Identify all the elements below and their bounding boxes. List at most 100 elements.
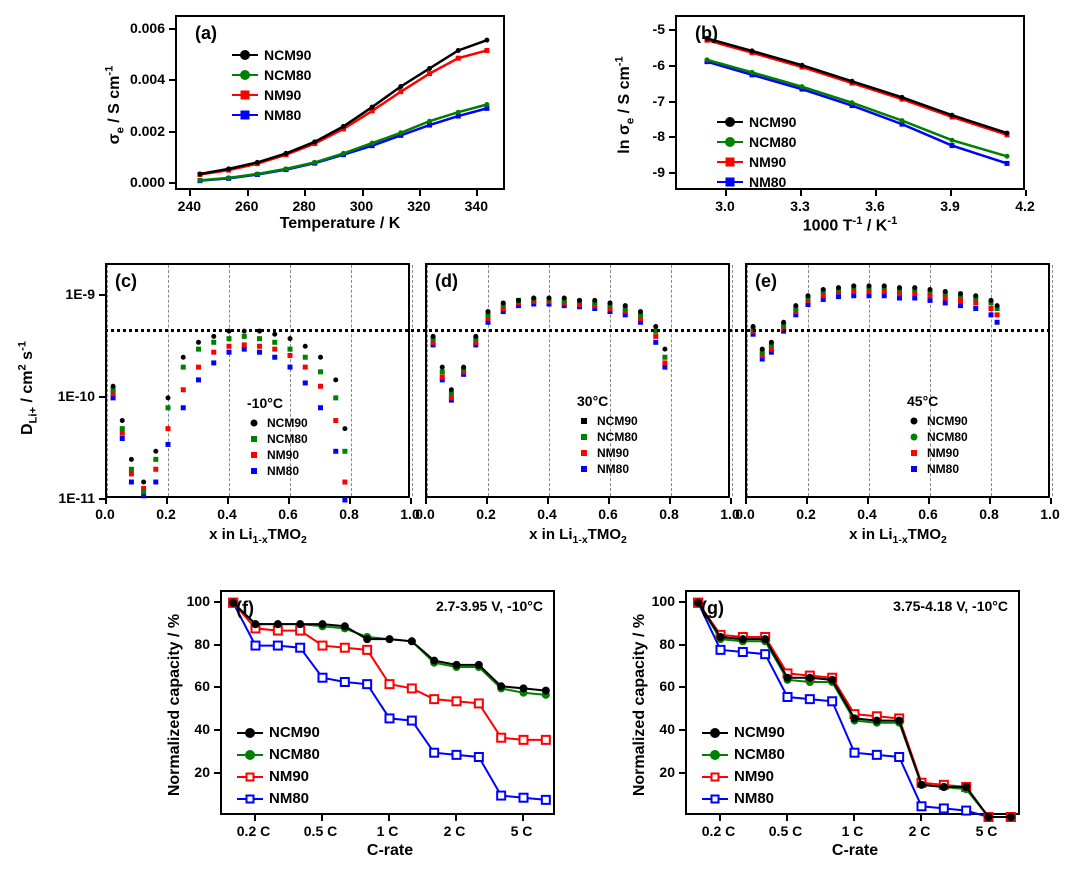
- panel-b-plot: (b) NCM90 NCM80 NM90 NM80: [675, 15, 1025, 190]
- panel-g-xlabel: C-rate: [832, 842, 878, 860]
- legend-label: NM90: [734, 766, 774, 788]
- panel-f-legend: NCM90 NCM80 NM90 NM80: [237, 722, 320, 810]
- panel-a: (a) NCM90 NCM80 NM90 NM80 σe / S cm-1 Te…: [30, 5, 540, 240]
- panel-c-label: (c): [115, 271, 137, 292]
- legend-label: NCM80: [267, 431, 308, 447]
- panel-e-legend: NCM90 NCM80 NM90 NM80: [907, 413, 968, 477]
- panel-g-title: 3.75-4.18 V, -10°C: [893, 598, 1008, 614]
- legend-item-ncm80: NCM80: [907, 429, 968, 445]
- panel-b: (b) NCM90 NCM80 NM90 NM80 ln σe / S cm-1…: [555, 5, 1065, 240]
- legend-label: NCM80: [264, 65, 311, 85]
- legend-label: NCM90: [749, 112, 796, 132]
- panel-d-xlabel: x in Li1-xTMO2: [529, 526, 627, 546]
- legend-label: NM80: [269, 788, 309, 810]
- legend-label: NCM90: [927, 413, 968, 429]
- panel-g-label: (g): [701, 598, 724, 619]
- panel-g: (g) 3.75-4.18 V, -10°C NCM90 NCM80 NM90 …: [570, 580, 1040, 880]
- panel-g-legend: NCM90 NCM80 NM90 NM80: [702, 722, 785, 810]
- panel-d-temp: 30°C: [577, 393, 608, 409]
- panel-e-temp: 45°C: [907, 393, 938, 409]
- legend-item-ncm80: NCM80: [237, 744, 320, 766]
- legend-item-ncm80: NCM80: [247, 431, 308, 447]
- legend-item-nm90: NM90: [247, 447, 308, 463]
- legend-item-nm90: NM90: [717, 152, 796, 172]
- panel-c-plot: (c) -10°C NCM90 NCM80 NM90 NM80: [105, 263, 410, 498]
- panel-a-svg: [177, 17, 507, 192]
- legend-label: NM80: [734, 788, 774, 810]
- panel-e-svg: [747, 265, 1052, 500]
- legend-item-ncm90: NCM90: [237, 722, 320, 744]
- panel-g-plot: (g) 3.75-4.18 V, -10°C NCM90 NCM80 NM90 …: [685, 590, 1020, 815]
- panel-c-xlabel: x in Li1-xTMO2: [209, 526, 307, 546]
- panel-f-label: (f): [236, 598, 254, 619]
- legend-label: NM80: [927, 461, 959, 477]
- panel-c-temp: -10°C: [247, 395, 283, 411]
- legend-item-ncm90: NCM90: [232, 45, 311, 65]
- legend-item-nm80: NM80: [577, 461, 638, 477]
- legend-label: NCM80: [269, 744, 320, 766]
- legend-label: NM90: [264, 85, 301, 105]
- legend-item-ncm90: NCM90: [717, 112, 796, 132]
- panel-e-xlabel: x in Li1-xTMO2: [849, 526, 947, 546]
- legend-label: NM80: [749, 172, 786, 192]
- panel-a-label: (a): [195, 23, 217, 44]
- legend-label: NM90: [269, 766, 309, 788]
- panel-f-xlabel: C-rate: [367, 842, 413, 860]
- panel-d-label: (d): [435, 271, 458, 292]
- legend-label: NM90: [927, 445, 959, 461]
- legend-item-ncm90: NCM90: [247, 415, 308, 431]
- legend-item-nm80: NM80: [247, 463, 308, 479]
- panel-a-plot: (a) NCM90 NCM80 NM90 NM80: [175, 15, 505, 190]
- panel-g-ylabel: Normalized capacity / %: [631, 614, 649, 796]
- panel-b-label: (b): [695, 23, 718, 44]
- legend-item-nm80: NM80: [717, 172, 796, 192]
- legend-label: NM90: [597, 445, 629, 461]
- legend-label: NCM80: [734, 744, 785, 766]
- panel-a-xlabel: Temperature / K: [280, 215, 401, 233]
- legend-item-nm80: NM80: [907, 461, 968, 477]
- legend-label: NCM80: [927, 429, 968, 445]
- panel-b-xlabel: 1000 T-1 / K-1: [803, 215, 898, 235]
- panel-e-plot: (e) 45°C NCM90 NCM80 NM90 NM80: [745, 263, 1050, 498]
- legend-item-ncm80: NCM80: [717, 132, 796, 152]
- legend-item-nm90: NM90: [237, 766, 320, 788]
- panel-b-ylabel: ln σe / S cm-1: [614, 56, 637, 153]
- legend-item-nm90: NM90: [702, 766, 785, 788]
- legend-label: NM90: [267, 447, 299, 463]
- panel-a-ylabel: σe / S cm-1: [104, 66, 127, 145]
- legend-label: NCM90: [267, 415, 308, 431]
- legend-item-ncm80: NCM80: [232, 65, 311, 85]
- legend-item-nm90: NM90: [577, 445, 638, 461]
- panel-f: (f) 2.7-3.95 V, -10°C NCM90 NCM80 NM90 N…: [100, 580, 570, 880]
- legend-item-nm80: NM80: [237, 788, 320, 810]
- legend-item-nm80: NM80: [232, 105, 311, 125]
- legend-label: NCM90: [269, 722, 320, 744]
- legend-item-ncm90: NCM90: [907, 413, 968, 429]
- panel-a-legend: NCM90 NCM80 NM90 NM80: [232, 45, 311, 125]
- legend-item-ncm90: NCM90: [702, 722, 785, 744]
- legend-item-nm90: NM90: [907, 445, 968, 461]
- legend-label: NCM80: [597, 429, 638, 445]
- panel-d-plot: (d) 30°C NCM90 NCM80 NM90 NM80: [425, 263, 730, 498]
- legend-label: NCM90: [264, 45, 311, 65]
- legend-item-ncm90: NCM90: [577, 413, 638, 429]
- legend-item-ncm80: NCM80: [702, 744, 785, 766]
- panels-cde: DLi+ / cm2 s-1 (c) -10°C NCM90 NCM80 NM9…: [10, 258, 1070, 568]
- legend-label: NM90: [749, 152, 786, 172]
- legend-label: NCM80: [749, 132, 796, 152]
- legend-item-nm80: NM80: [702, 788, 785, 810]
- legend-label: NM80: [597, 461, 629, 477]
- panel-b-legend: NCM90 NCM80 NM90 NM80: [717, 112, 796, 192]
- panel-c-legend: NCM90 NCM80 NM90 NM80: [247, 415, 308, 479]
- legend-label: NCM90: [597, 413, 638, 429]
- legend-label: NM80: [267, 463, 299, 479]
- panel-f-ylabel: Normalized capacity / %: [166, 614, 184, 796]
- panel-e-label: (e): [755, 271, 777, 292]
- panels-cde-ylabel: DLi+ / cm2 s-1: [17, 341, 40, 435]
- panel-f-title: 2.7-3.95 V, -10°C: [436, 598, 543, 614]
- panel-f-plot: (f) 2.7-3.95 V, -10°C NCM90 NCM80 NM90 N…: [220, 590, 555, 815]
- legend-label: NM80: [264, 105, 301, 125]
- panel-d-legend: NCM90 NCM80 NM90 NM80: [577, 413, 638, 477]
- legend-item-ncm80: NCM80: [577, 429, 638, 445]
- legend-item-nm90: NM90: [232, 85, 311, 105]
